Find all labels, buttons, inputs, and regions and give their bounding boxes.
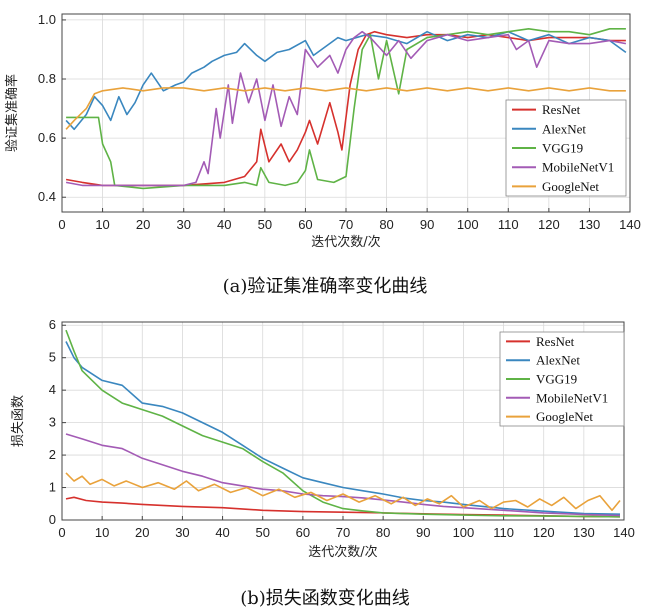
series-line-vgg19 bbox=[65, 329, 621, 518]
y-tick-label: 1 bbox=[49, 480, 56, 495]
accuracy-chart: 0 10 20 30 40 50 60 70 80 90 100 110 120 130 140 0.4 0.6… bbox=[4, 12, 641, 250]
x-tick-label: 120 bbox=[533, 525, 555, 540]
series-line-resnet bbox=[65, 30, 626, 187]
x-tick-label: 140 bbox=[613, 525, 635, 540]
legend-label: ResNet bbox=[536, 334, 575, 349]
y-tick-label: 0.8 bbox=[38, 71, 56, 86]
caption-a: (a)验证集准确率变化曲线 bbox=[223, 276, 428, 297]
y-tick-label: 4 bbox=[49, 382, 56, 397]
x-tick-label: 40 bbox=[215, 525, 229, 540]
series-line-googlenet bbox=[65, 472, 621, 512]
x-tick-label: 30 bbox=[176, 217, 190, 232]
x-tick-label: 10 bbox=[95, 217, 109, 232]
x-tick-label: 30 bbox=[175, 525, 189, 540]
legend-label: VGG19 bbox=[536, 372, 577, 387]
legend-label: MobileNetV1 bbox=[536, 390, 608, 405]
x-tick-label: 120 bbox=[538, 217, 560, 232]
legend-label: AlexNet bbox=[542, 121, 586, 136]
x-tick-label: 20 bbox=[136, 217, 150, 232]
legend-label: GoogleNet bbox=[542, 179, 599, 194]
legend: ResNet AlexNet VGG19 MobileNetV1 GoogleNet bbox=[499, 331, 625, 427]
y-tick-label: 5 bbox=[49, 350, 56, 365]
x-tick-label: 0 bbox=[58, 217, 65, 232]
x-tick-label: 10 bbox=[95, 525, 109, 540]
legend-label: MobileNetV1 bbox=[542, 160, 614, 175]
y-tick-label: 0.6 bbox=[38, 130, 56, 145]
x-tick-label: 100 bbox=[457, 217, 479, 232]
x-tick-label: 70 bbox=[339, 217, 353, 232]
y-tick-label: 6 bbox=[49, 317, 56, 332]
series-line-googlenet bbox=[65, 87, 626, 130]
y-tick-label: 2 bbox=[49, 447, 56, 462]
x-tick-label: 140 bbox=[619, 217, 641, 232]
x-tick-label: 50 bbox=[255, 525, 269, 540]
x-tick-label: 130 bbox=[579, 217, 601, 232]
y-tick-label: 0 bbox=[49, 512, 56, 527]
x-axis-label: 迭代次数/次 bbox=[308, 544, 377, 560]
x-tick-label: 0 bbox=[58, 525, 65, 540]
y-tick-label: 3 bbox=[49, 415, 56, 430]
y-axis-label: 验证集准确率 bbox=[4, 74, 20, 152]
x-tick-label: 80 bbox=[376, 525, 390, 540]
legend-label: VGG19 bbox=[542, 141, 583, 156]
x-tick-label: 90 bbox=[420, 217, 434, 232]
x-tick-label: 70 bbox=[336, 525, 350, 540]
y-axis-label: 损失函数 bbox=[11, 395, 26, 447]
x-tick-label: 130 bbox=[573, 525, 595, 540]
x-tick-label: 20 bbox=[135, 525, 149, 540]
x-tick-label: 40 bbox=[217, 217, 231, 232]
x-tick-label: 80 bbox=[379, 217, 393, 232]
x-tick-label: 50 bbox=[258, 217, 272, 232]
legend: ResNet AlexNet VGG19 MobileNetV1 GoogleNet bbox=[505, 99, 627, 197]
x-tick-label: 60 bbox=[298, 217, 312, 232]
caption-b: (b)损失函数变化曲线 bbox=[240, 588, 410, 609]
x-tick-label: 100 bbox=[453, 525, 475, 540]
legend-label: GoogleNet bbox=[536, 409, 593, 424]
loss-chart: 0 10 20 30 40 50 60 70 80 90 100 110 120 130 140 0 1 2 3 4 5… bbox=[11, 317, 635, 560]
series-line-mobilenetv1 bbox=[65, 30, 627, 187]
x-tick-label: 60 bbox=[296, 525, 310, 540]
x-tick-label: 90 bbox=[416, 525, 430, 540]
x-tick-label: 110 bbox=[493, 525, 514, 540]
y-tick-label: 1.0 bbox=[38, 12, 56, 27]
x-axis-label: 迭代次数/次 bbox=[311, 234, 380, 250]
y-tick-label: 0.4 bbox=[38, 189, 56, 204]
series-line-vgg19 bbox=[66, 28, 626, 190]
legend-label: AlexNet bbox=[536, 353, 580, 368]
x-tick-label: 110 bbox=[498, 217, 519, 232]
legend-label: ResNet bbox=[542, 102, 581, 117]
